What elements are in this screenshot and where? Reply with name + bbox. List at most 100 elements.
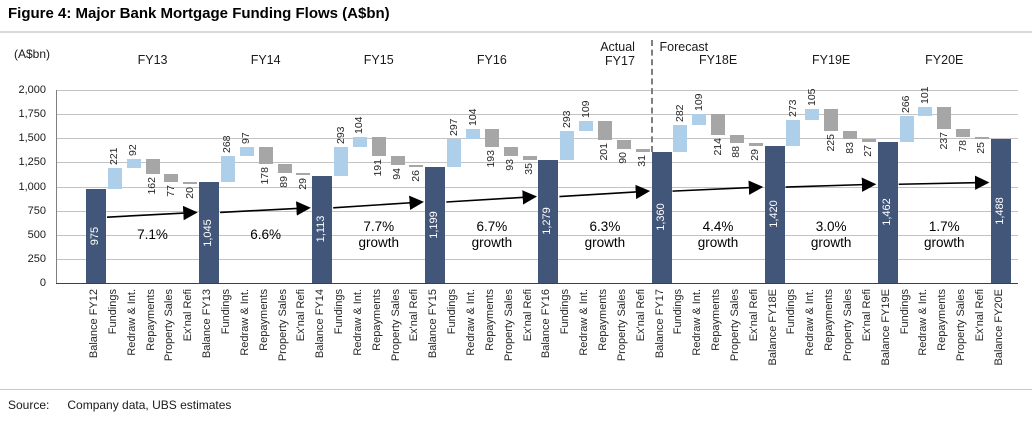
bar-value-label: 25 (975, 142, 988, 154)
flow-bar-increase (334, 147, 349, 176)
x-axis-label: Fundings (898, 289, 911, 335)
x-axis-label: Ex'nal Refi (295, 289, 308, 342)
growth-arrow (333, 195, 424, 211)
growth-label: 6.7% growth (471, 219, 513, 250)
bar-value-label: 31 (636, 154, 649, 167)
flow-bar-increase (239, 146, 254, 157)
flow-bar-decrease (145, 158, 160, 175)
flow-bar-increase (107, 167, 122, 189)
bar-value-label: 201 (598, 143, 611, 161)
gridline (56, 210, 1018, 212)
flow-bar-increase (447, 138, 462, 168)
bar-value-label: 266 (900, 95, 913, 114)
flow-bar-decrease (748, 143, 763, 146)
group-header-label: FY20E (925, 53, 964, 67)
x-axis-label: Property Sales (389, 289, 402, 362)
x-axis-label: Repayments (596, 289, 609, 351)
y-tick-label: 1,000 (18, 180, 46, 193)
group-header-label: FY15 (363, 53, 394, 67)
flow-bar-decrease (843, 131, 857, 140)
flow-bar-increase (805, 109, 820, 120)
x-axis-label: Fundings (106, 289, 119, 335)
flow-bar-increase (466, 128, 480, 139)
x-axis-label: Ex'nal Refi (408, 289, 421, 342)
group-header-actual: Actual FY17 (600, 40, 635, 68)
bar-value-label: 221 (108, 147, 121, 165)
bar-value-label: 105 (805, 88, 818, 107)
x-axis-label: Property Sales (728, 289, 741, 362)
bar-value-label: 78 (956, 139, 969, 152)
forecast-divider (650, 40, 653, 152)
growth-label: 6.6% (250, 227, 282, 242)
group-header-label: FY18E (698, 53, 738, 67)
y-tick-label: 500 (27, 228, 46, 241)
bar-value-label: 297 (447, 118, 460, 136)
group-header-label: FY13 (137, 53, 168, 67)
bar-value-label: 104 (466, 108, 479, 126)
flow-bar-decrease (164, 174, 179, 182)
flow-bar-decrease (371, 137, 386, 156)
x-axis-label: Balance FY20E (992, 289, 1005, 366)
x-axis-label: Repayments (936, 289, 949, 351)
x-axis-label: Repayments (257, 289, 270, 351)
y-tick-label: 0 (39, 277, 46, 289)
bar-value-label: 88 (730, 146, 743, 158)
x-axis-label: Property Sales (276, 289, 289, 362)
forecast-label: Forecast (659, 40, 709, 54)
bar-value-label: 268 (221, 135, 234, 154)
gridline (56, 138, 1018, 140)
x-axis-label: Ex'nal Refi (182, 289, 195, 342)
balance-bar (877, 141, 898, 283)
title-divider (0, 31, 1032, 33)
flow-bar-increase (560, 131, 575, 160)
flow-bar-decrease (390, 155, 405, 165)
x-axis-label: Redraw & Int. (691, 289, 704, 356)
bar-value-label: 90 (617, 151, 630, 164)
x-axis-label: Fundings (446, 289, 459, 335)
flow-bar-decrease (937, 106, 952, 130)
balance-bar (425, 167, 446, 283)
bar-value-label: 237 (937, 132, 950, 150)
bar-value-label: 104 (353, 116, 366, 135)
x-axis-label: Balance FY15 (427, 289, 440, 359)
bar-value-label: 282 (673, 104, 686, 122)
gridline (56, 162, 1018, 164)
flow-bar-decrease (597, 120, 612, 141)
gridline (56, 114, 1018, 116)
balance-bar (651, 151, 672, 283)
bar-value-label: 93 (504, 159, 517, 171)
growth-label: 6.3% growth (584, 219, 626, 250)
balance-value-label: 1,462 (880, 198, 893, 227)
flow-bar-decrease (729, 134, 744, 144)
x-axis-label: Repayments (370, 289, 383, 351)
flow-bar-increase (673, 124, 688, 152)
x-axis-label: Balance FY12 (88, 289, 100, 359)
bar-value-label: 97 (240, 132, 253, 144)
balance-bar (312, 175, 333, 283)
balance-bar (86, 188, 106, 283)
x-axis-label: Balance FY17 (653, 289, 666, 359)
gridline (56, 258, 1018, 260)
flow-bar-decrease (956, 129, 971, 137)
bar-value-label: 20 (183, 186, 196, 199)
y-tick-label: 750 (27, 204, 46, 217)
balance-value-label: 1,420 (767, 200, 780, 229)
unit-label: (A$bn) (14, 47, 51, 61)
x-axis-label: Redraw & Int. (125, 289, 138, 356)
flow-bar-decrease (861, 139, 876, 142)
gridline (56, 234, 1018, 236)
flow-bar-decrease (409, 164, 424, 168)
growth-label: 3.0% growth (810, 219, 852, 250)
x-axis-label: Ex'nal Refi (521, 289, 534, 342)
x-axis-label: Balance FY14 (314, 289, 327, 359)
bar-value-label: 29 (296, 178, 309, 191)
flow-bar-decrease (824, 109, 839, 132)
flow-bar-increase (579, 120, 594, 132)
gridline (56, 186, 1018, 188)
y-tick-label: 1,500 (18, 132, 46, 145)
x-axis-line (56, 283, 1018, 284)
growth-label: 7.1% (137, 227, 168, 242)
growth-arrow (898, 175, 990, 190)
bar-value-label: 101 (918, 85, 931, 104)
